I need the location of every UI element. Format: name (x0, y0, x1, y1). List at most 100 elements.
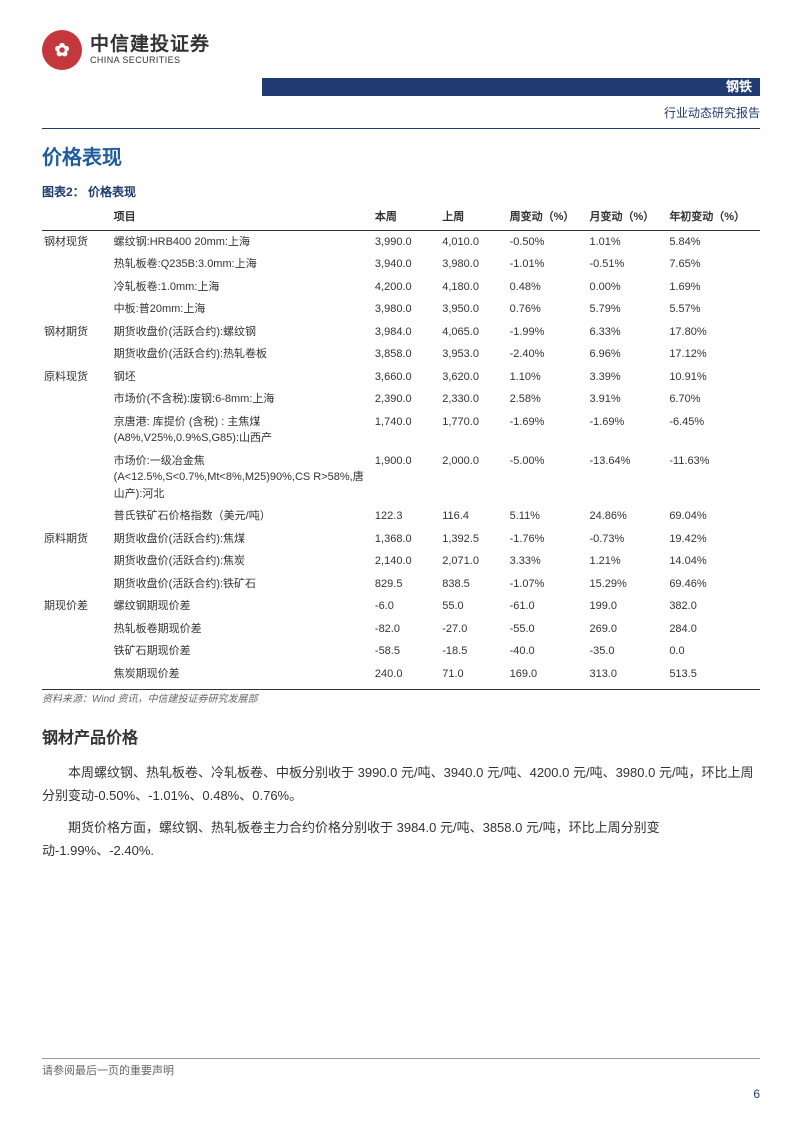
value-cell: 6.70% (667, 388, 760, 411)
table-row: 原料现货钢坯3,660.03,620.01.10%3.39%10.91% (42, 366, 760, 389)
value-cell: 1,770.0 (440, 411, 507, 450)
value-cell: -6.45% (667, 411, 760, 450)
table-row: 期货收盘价(活跃合约):焦炭2,140.02,071.03.33%1.21%14… (42, 550, 760, 573)
logo-icon: ✿ (42, 30, 82, 70)
value-cell: 1,392.5 (440, 528, 507, 551)
value-cell: 284.0 (667, 618, 760, 641)
value-cell: 17.80% (667, 321, 760, 344)
table-row: 冷轧板卷:1.0mm:上海4,200.04,180.00.48%0.00%1.6… (42, 276, 760, 299)
category-label: 钢铁 (726, 77, 752, 97)
value-cell: 5.57% (667, 298, 760, 321)
table-row: 京唐港: 库提价 (含税) : 主焦煤 (A8%,V25%,0.9%S,G85)… (42, 411, 760, 450)
table-row: 焦炭期现价差240.071.0169.0313.0513.5 (42, 663, 760, 686)
item-cell: 期货收盘价(活跃合约):铁矿石 (112, 573, 373, 596)
item-cell: 市场价:一级冶金焦 (A<12.5%,S<0.7%,Mt<8%,M25)90%,… (112, 450, 373, 506)
value-cell: 829.5 (373, 573, 440, 596)
item-cell: 期货收盘价(活跃合约):焦煤 (112, 528, 373, 551)
paragraph-1: 本周螺纹钢、热轧板卷、冷轧板卷、中板分别收于 3990.0 元/吨、3940.0… (42, 761, 760, 808)
table-row: 钢材现货螺纹钢:HRB400 20mm:上海3,990.04,010.0-0.5… (42, 230, 760, 253)
value-cell: 269.0 (587, 618, 667, 641)
value-cell: -0.50% (508, 230, 588, 253)
value-cell: -5.00% (508, 450, 588, 506)
group-cell (42, 640, 112, 663)
item-cell: 期货收盘价(活跃合约):螺纹钢 (112, 321, 373, 344)
value-cell: 199.0 (587, 595, 667, 618)
value-cell: -13.64% (587, 450, 667, 506)
group-cell (42, 663, 112, 686)
item-cell: 期货收盘价(活跃合约):热轧卷板 (112, 343, 373, 366)
col-item: 项目 (112, 205, 373, 230)
item-cell: 螺纹钢期现价差 (112, 595, 373, 618)
value-cell: 0.00% (587, 276, 667, 299)
value-cell: 3,950.0 (440, 298, 507, 321)
value-cell: 513.5 (667, 663, 760, 686)
item-cell: 螺纹钢:HRB400 20mm:上海 (112, 230, 373, 253)
col-wchg: 周变动（%） (508, 205, 588, 230)
value-cell: 1,900.0 (373, 450, 440, 506)
value-cell: -0.51% (587, 253, 667, 276)
value-cell: 838.5 (440, 573, 507, 596)
value-cell: 1.69% (667, 276, 760, 299)
section-title-1: 价格表现 (42, 143, 760, 173)
value-cell: 15.29% (587, 573, 667, 596)
value-cell: 4,200.0 (373, 276, 440, 299)
item-cell: 市场价(不含税):废钢:6-8mm:上海 (112, 388, 373, 411)
value-cell: 17.12% (667, 343, 760, 366)
value-cell: 1,368.0 (373, 528, 440, 551)
value-cell: 1.01% (587, 230, 667, 253)
item-cell: 普氏铁矿石价格指数（美元/吨） (112, 505, 373, 528)
group-cell (42, 388, 112, 411)
group-cell (42, 298, 112, 321)
group-cell (42, 343, 112, 366)
item-cell: 热轧板卷期现价差 (112, 618, 373, 641)
value-cell: -1.99% (508, 321, 588, 344)
item-cell: 铁矿石期现价差 (112, 640, 373, 663)
value-cell: 1.21% (587, 550, 667, 573)
item-cell: 焦炭期现价差 (112, 663, 373, 686)
table-row: 市场价:一级冶金焦 (A<12.5%,S<0.7%,Mt<8%,M25)90%,… (42, 450, 760, 506)
table-row: 铁矿石期现价差-58.5-18.5-40.0-35.00.0 (42, 640, 760, 663)
value-cell: -11.63% (667, 450, 760, 506)
value-cell: 2,071.0 (440, 550, 507, 573)
group-cell: 期现价差 (42, 595, 112, 618)
value-cell: 4,010.0 (440, 230, 507, 253)
value-cell: -40.0 (508, 640, 588, 663)
value-cell: -18.5 (440, 640, 507, 663)
logo-en: CHINA SECURITIES (90, 56, 210, 66)
col-mchg: 月变动（%） (587, 205, 667, 230)
value-cell: 24.86% (587, 505, 667, 528)
value-cell: -1.07% (508, 573, 588, 596)
value-cell: -82.0 (373, 618, 440, 641)
value-cell: 69.46% (667, 573, 760, 596)
col-ychg: 年初变动（%） (667, 205, 760, 230)
table-row: 期现价差螺纹钢期现价差-6.055.0-61.0199.0382.0 (42, 595, 760, 618)
value-cell: 3,953.0 (440, 343, 507, 366)
value-cell: -58.5 (373, 640, 440, 663)
value-cell: -1.69% (587, 411, 667, 450)
table-row: 市场价(不含税):废钢:6-8mm:上海2,390.02,330.02.58%3… (42, 388, 760, 411)
value-cell: 3,990.0 (373, 230, 440, 253)
value-cell: 3.91% (587, 388, 667, 411)
group-cell: 钢材期货 (42, 321, 112, 344)
value-cell: -0.73% (587, 528, 667, 551)
value-cell: -55.0 (508, 618, 588, 641)
value-cell: 3,620.0 (440, 366, 507, 389)
value-cell: 1.10% (508, 366, 588, 389)
value-cell: 3,660.0 (373, 366, 440, 389)
item-cell: 热轧板卷:Q235B:3.0mm:上海 (112, 253, 373, 276)
item-cell: 京唐港: 库提价 (含税) : 主焦煤 (A8%,V25%,0.9%S,G85)… (112, 411, 373, 450)
report-subtitle: 行业动态研究报告 (42, 104, 760, 122)
value-cell: 382.0 (667, 595, 760, 618)
value-cell: 3,940.0 (373, 253, 440, 276)
value-cell: -6.0 (373, 595, 440, 618)
logo-text: 中信建投证券 CHINA SECURITIES (90, 35, 210, 66)
group-cell: 原料期货 (42, 528, 112, 551)
value-cell: 2,140.0 (373, 550, 440, 573)
logo-cn: 中信建投证券 (90, 35, 210, 56)
group-cell (42, 618, 112, 641)
value-cell: 2,390.0 (373, 388, 440, 411)
paragraph-2: 期货价格方面，螺纹钢、热轧板卷主力合约价格分别收于 3984.0 元/吨、385… (42, 816, 760, 863)
table-row: 期货收盘价(活跃合约):热轧卷板3,858.03,953.0-2.40%6.96… (42, 343, 760, 366)
value-cell: 71.0 (440, 663, 507, 686)
group-cell (42, 276, 112, 299)
